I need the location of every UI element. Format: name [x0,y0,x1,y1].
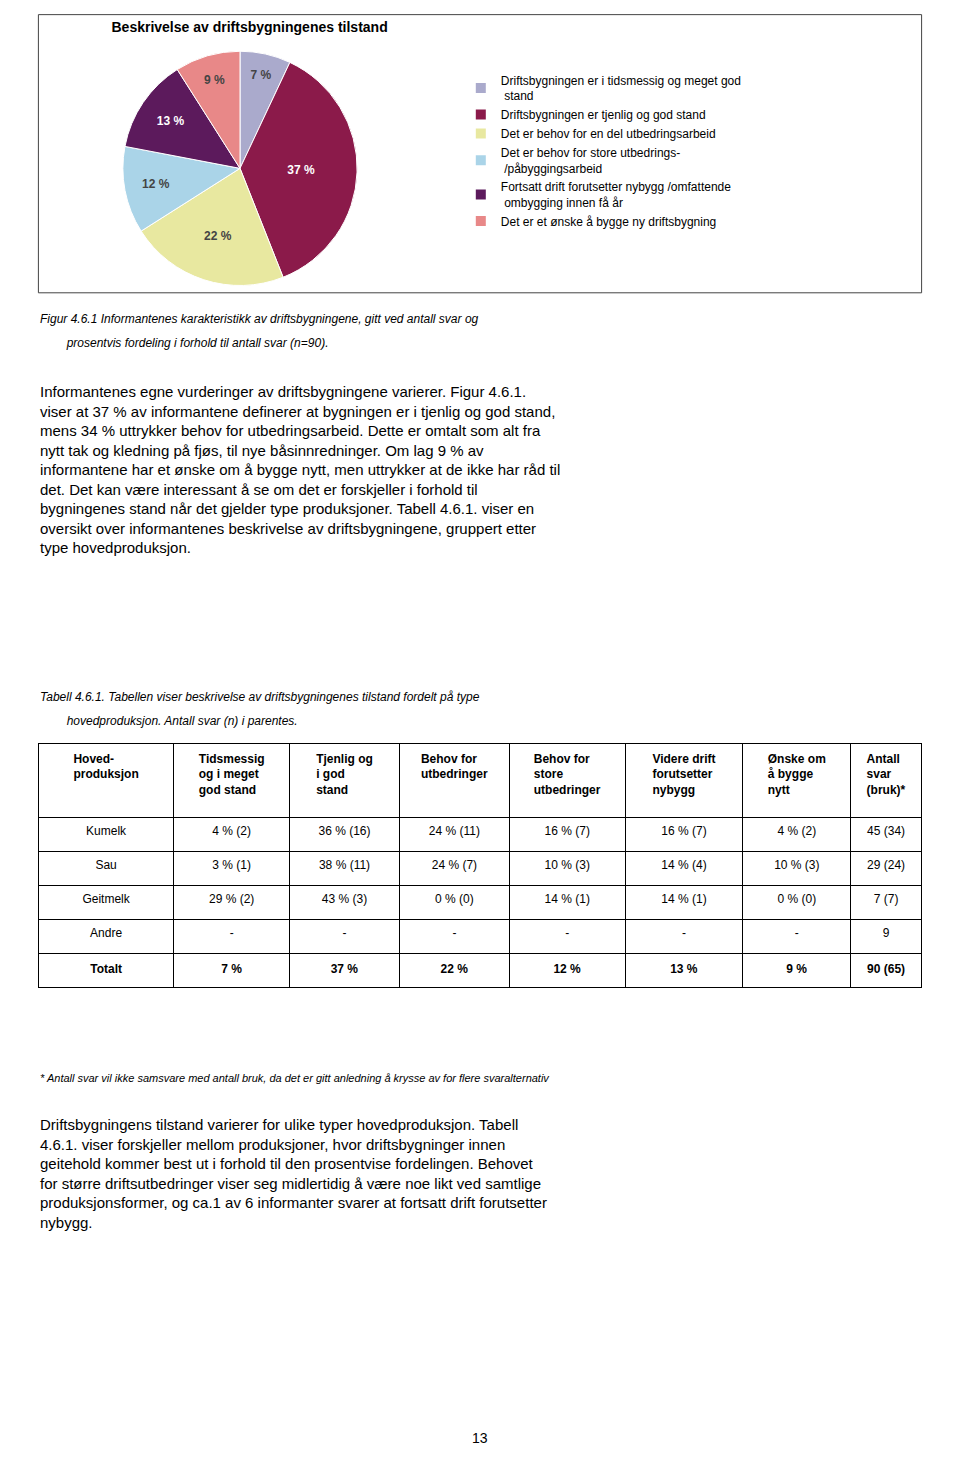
svg-text:37 %: 37 % [331,962,359,976]
svg-text:24 % (11): 24 % (11) [429,824,480,838]
svg-text:Beskrivelse av driftsbygningen: Beskrivelse av driftsbygningenes tilstan… [111,19,387,35]
svg-text:Driftsbygningen er i tidsmessi: Driftsbygningen er i tidsmessig og meget… [501,74,741,104]
svg-text:3 % (1): 3 % (1) [212,858,251,872]
svg-text:Antallsvar(bruk)*: Antallsvar(bruk)* [867,752,906,797]
svg-text:12 %: 12 % [142,177,170,191]
svg-text:-: - [343,926,347,940]
svg-text:-: - [565,926,569,940]
svg-text:10 % (3): 10 % (3) [774,858,819,872]
svg-text:Informantenes egne vurderinger: Informantenes egne vurderinger av drifts… [40,383,560,556]
svg-text:22 %: 22 % [441,962,469,976]
svg-text:Driftsbygningens tilstand vari: Driftsbygningens tilstand varierer for u… [40,1116,547,1231]
svg-text:13: 13 [472,1430,488,1446]
svg-text:Behov forutbedringer: Behov forutbedringer [421,752,488,782]
svg-text:Det er behov for store utbedri: Det er behov for store utbedrings- /påby… [501,146,680,176]
svg-text:Fortsatt drift forutsetter nyb: Fortsatt drift forutsetter nybygg /omfat… [501,180,731,210]
svg-text:4 % (2): 4 % (2) [212,824,251,838]
svg-text:14 % (1): 14 % (1) [661,892,706,906]
svg-text:24 % (7): 24 % (7) [432,858,477,872]
svg-text:4 % (2): 4 % (2) [777,824,816,838]
svg-text:7 (7): 7 (7) [874,892,899,906]
svg-text:29 % (2): 29 % (2) [209,892,254,906]
svg-text:12 %: 12 % [553,962,581,976]
svg-text:16 % (7): 16 % (7) [545,824,590,838]
svg-text:9: 9 [883,926,890,940]
svg-text:13 %: 13 % [157,114,185,128]
svg-text:-: - [452,926,456,940]
svg-text:14 % (1): 14 % (1) [545,892,590,906]
svg-text:10 % (3): 10 % (3) [545,858,590,872]
svg-text:Tidsmessigog i megetgod stand: Tidsmessigog i megetgod stand [199,752,265,797]
svg-text:* Antall svar vil ikke samsvar: * Antall svar vil ikke samsvare med anta… [40,1072,550,1084]
svg-text:Videre driftforutsetternybygg: Videre driftforutsetternybygg [652,752,715,797]
svg-text:Figur 4.6.1 Informantenes kara: Figur 4.6.1 Informantenes karakteristikk… [40,312,479,326]
svg-text:14 % (4): 14 % (4) [661,858,706,872]
svg-text:38 % (11): 38 % (11) [319,858,370,872]
svg-text:Hoved-produksjon: Hoved-produksjon [73,752,138,782]
svg-text:90 (65): 90 (65) [867,962,905,976]
svg-text:9 %: 9 % [204,73,225,87]
svg-text:Det er et ønske å bygge ny dri: Det er et ønske å bygge ny driftsbygning [501,215,716,229]
svg-text:0 % (0): 0 % (0) [777,892,816,906]
svg-text:Behov forstoreutbedringer: Behov forstoreutbedringer [534,752,601,797]
svg-text:9 %: 9 % [786,962,807,976]
svg-text:Totalt: Totalt [90,962,122,976]
svg-text:13 %: 13 % [670,962,698,976]
svg-text:29 (24): 29 (24) [867,858,905,872]
svg-text:Driftsbygningen er tjenlig og: Driftsbygningen er tjenlig og god stand [501,108,706,122]
svg-text:Ønske omå byggenytt: Ønske omå byggenytt [768,752,826,797]
svg-text:Andre: Andre [90,926,122,940]
svg-text:45 (34): 45 (34) [867,824,905,838]
svg-text:-: - [230,926,234,940]
svg-text:7 %: 7 % [250,68,271,82]
svg-text:-: - [795,926,799,940]
svg-text:37 %: 37 % [287,163,315,177]
svg-text:22 %: 22 % [204,229,232,243]
svg-text:-: - [682,926,686,940]
svg-text:Tabell 4.6.1. Tabellen viser b: Tabell 4.6.1. Tabellen viser beskrivelse… [40,690,480,704]
svg-text:43 % (3): 43 % (3) [322,892,367,906]
svg-text:7 %: 7 % [221,962,242,976]
svg-text:Tjenlig ogi godstand: Tjenlig ogi godstand [316,752,373,797]
svg-text:Det er behov for en del utbedr: Det er behov for en del utbedringsarbeid [501,127,716,141]
svg-text:16 % (7): 16 % (7) [661,824,706,838]
svg-text:36 % (16): 36 % (16) [318,824,370,838]
svg-text:Sau: Sau [95,858,116,872]
svg-text:hovedproduksjon. Antall svar (: hovedproduksjon. Antall svar (n) i paren… [40,714,298,728]
svg-text:prosentvis fordeling i forhold: prosentvis fordeling i forhold til antal… [40,336,328,350]
svg-text:Kumelk: Kumelk [86,824,127,838]
svg-text:Geitmelk: Geitmelk [82,892,130,906]
svg-text:0 % (0): 0 % (0) [435,892,474,906]
